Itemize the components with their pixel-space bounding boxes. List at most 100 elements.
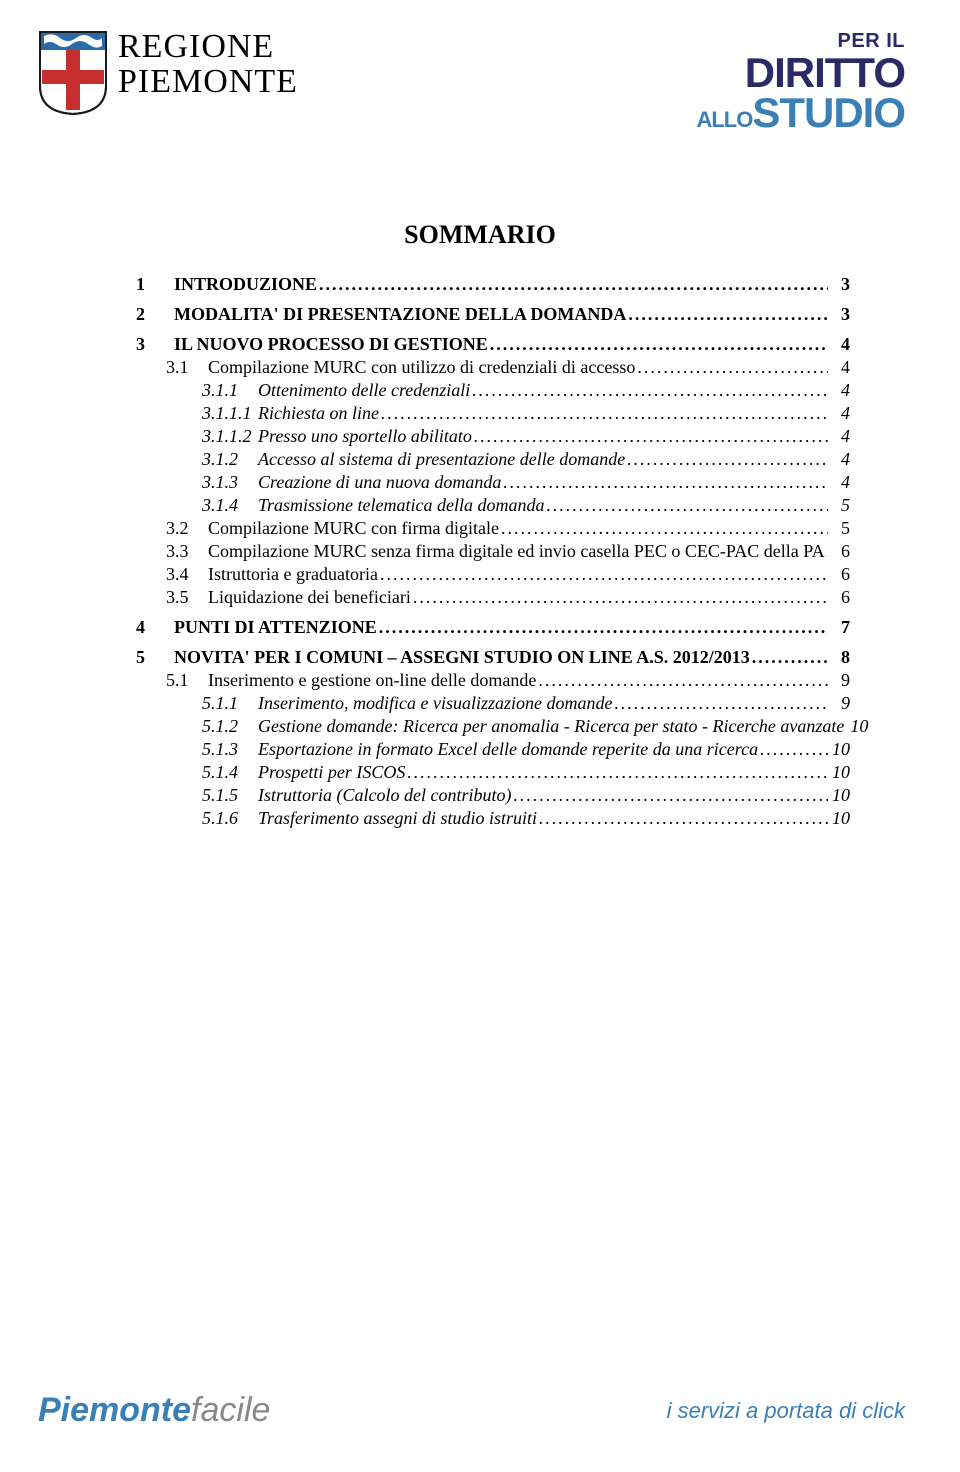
diritto-allo: ALLO <box>696 107 752 132</box>
toc-entry[interactable]: 5.1Inserimento e gestione on-line delle … <box>110 670 850 691</box>
footer-facile: facile <box>191 1391 270 1429</box>
toc-label: Inserimento, modifica e visualizzazione … <box>258 693 612 714</box>
toc-label: Inserimento e gestione on-line delle dom… <box>208 670 536 691</box>
toc-leader-dots <box>760 739 828 760</box>
toc-label: Compilazione MURC con firma digitale <box>208 518 499 539</box>
toc-page-number: 10 <box>848 716 868 737</box>
toc-page-number: 4 <box>830 426 850 447</box>
toc-number: 3.3 <box>166 541 208 562</box>
toc-page-number: 4 <box>830 472 850 493</box>
toc-label: Trasferimento assegni di studio istruiti <box>258 808 537 829</box>
toc-label: MODALITA' DI PRESENTAZIONE DELLA DOMANDA <box>174 304 626 325</box>
toc-entry[interactable]: 3.1.3Creazione di una nuova domanda4 <box>110 472 850 493</box>
toc-page-number: 10 <box>830 808 850 829</box>
toc-entry[interactable]: 3.1Compilazione MURC con utilizzo di cre… <box>110 357 850 378</box>
toc-entry[interactable]: 3.3Compilazione MURC senza firma digital… <box>110 541 850 562</box>
toc-label: Istruttoria (Calcolo del contributo) <box>258 785 512 806</box>
toc-leader-dots <box>501 518 828 539</box>
toc-number: 5.1 <box>166 670 208 691</box>
toc-leader-dots <box>547 495 829 516</box>
toc-label: Presso uno sportello abilitato <box>258 426 472 447</box>
toc-entry[interactable]: 5.1.6Trasferimento assegni di studio ist… <box>110 808 850 829</box>
toc-number: 1 <box>136 274 174 295</box>
toc-page-number: 10 <box>830 762 850 783</box>
toc-leader-dots <box>627 449 828 470</box>
toc-page-number: 3 <box>830 304 850 325</box>
toc-entry[interactable]: 5.1.5Istruttoria (Calcolo del contributo… <box>110 785 850 806</box>
toc-number: 3.5 <box>166 587 208 608</box>
toc-page-number: 9 <box>830 670 850 691</box>
toc-number: 4 <box>136 617 174 638</box>
toc-label: PUNTI DI ATTENZIONE <box>174 617 377 638</box>
toc-leader-dots <box>827 541 828 562</box>
toc-entry[interactable]: 5NOVITA' PER I COMUNI – ASSEGNI STUDIO O… <box>110 647 850 668</box>
region-line1: REGIONE <box>118 30 298 64</box>
toc-leader-dots <box>637 357 828 378</box>
toc-entry[interactable]: 5.1.3Esportazione in formato Excel delle… <box>110 739 850 760</box>
toc-entry[interactable]: 3.1.1Ottenimento delle credenziali4 <box>110 380 850 401</box>
toc-label: Esportazione in formato Excel delle doma… <box>258 739 758 760</box>
toc-leader-dots <box>380 564 828 585</box>
toc-entry[interactable]: 3.1.4Trasmissione telematica della doman… <box>110 495 850 516</box>
toc-entry[interactable]: 3.1.1.2Presso uno sportello abilitato 4 <box>110 426 850 447</box>
toc-label: IL NUOVO PROCESSO DI GESTIONE <box>174 334 488 355</box>
toc-leader-dots <box>474 426 828 447</box>
toc-entry[interactable]: 3.1.1.1Richiesta on line 4 <box>110 403 850 424</box>
content-area: SOMMARIO 1INTRODUZIONE32MODALITA' DI PRE… <box>110 220 850 831</box>
toc-page-number: 5 <box>830 518 850 539</box>
toc-page-number: 4 <box>830 403 850 424</box>
toc-page-number: 8 <box>830 647 850 668</box>
toc-entry[interactable]: 4PUNTI DI ATTENZIONE 7 <box>110 617 850 638</box>
toc-label: Prospetti per ISCOS <box>258 762 405 783</box>
toc-number: 3.1.1.1 <box>202 403 258 424</box>
toc-entry[interactable]: 5.1.4Prospetti per ISCOS10 <box>110 762 850 783</box>
toc-number: 5.1.2 <box>202 716 258 737</box>
toc-page-number: 3 <box>830 274 850 295</box>
toc-number: 3.1 <box>166 357 208 378</box>
toc-entry[interactable]: 5.1.1Inserimento, modifica e visualizzaz… <box>110 693 850 714</box>
toc-number: 3.2 <box>166 518 208 539</box>
toc-page-number: 4 <box>830 334 850 355</box>
region-line2: PIEMONTE <box>118 64 298 100</box>
toc-leader-dots <box>490 334 828 355</box>
diritto-line3: ALLOSTUDIO <box>696 93 905 133</box>
toc-entry[interactable]: 3.5Liquidazione dei beneficiari6 <box>110 587 850 608</box>
toc-number: 5.1.6 <box>202 808 258 829</box>
toc-number: 2 <box>136 304 174 325</box>
toc-label: Ottenimento delle credenziali <box>258 380 470 401</box>
diritto-line2: DIRITTO <box>696 53 905 93</box>
toc-entry[interactable]: 3.4Istruttoria e graduatoria6 <box>110 564 850 585</box>
toc-entry[interactable]: 3IL NUOVO PROCESSO DI GESTIONE4 <box>110 334 850 355</box>
toc-page-number: 6 <box>830 587 850 608</box>
toc-label: Richiesta on line <box>258 403 379 424</box>
toc-number: 5.1.5 <box>202 785 258 806</box>
diritto-studio-word: STUDIO <box>752 89 905 136</box>
toc-leader-dots <box>503 472 828 493</box>
toc-leader-dots <box>407 762 828 783</box>
shield-icon <box>38 30 108 116</box>
toc-label: INTRODUZIONE <box>174 274 317 295</box>
toc-leader-dots <box>472 380 828 401</box>
toc-label: Compilazione MURC con utilizzo di creden… <box>208 357 635 378</box>
toc-page-number: 4 <box>830 380 850 401</box>
toc-page-number: 10 <box>830 739 850 760</box>
toc-entry[interactable]: 1INTRODUZIONE 3 <box>110 274 850 295</box>
page-title: SOMMARIO <box>110 220 850 250</box>
toc-leader-dots <box>381 403 828 424</box>
toc-entry[interactable]: 3.1.2Accesso al sistema di presentazione… <box>110 449 850 470</box>
toc-number: 3.1.1.2 <box>202 426 258 447</box>
toc-page-number: 7 <box>830 617 850 638</box>
toc-entry[interactable]: 2MODALITA' DI PRESENTAZIONE DELLA DOMAND… <box>110 304 850 325</box>
toc-number: 5.1.1 <box>202 693 258 714</box>
toc-number: 3.1.3 <box>202 472 258 493</box>
toc-entry[interactable]: 3.2Compilazione MURC con firma digitale 5 <box>110 518 850 539</box>
region-text: REGIONE PIEMONTE <box>118 30 298 100</box>
regione-piemonte-logo: REGIONE PIEMONTE <box>38 30 298 116</box>
toc-label: Trasmissione telematica della domanda <box>258 495 545 516</box>
toc-leader-dots <box>752 647 828 668</box>
toc-page-number: 4 <box>830 449 850 470</box>
toc-leader-dots <box>319 274 828 295</box>
toc-label: NOVITA' PER I COMUNI – ASSEGNI STUDIO ON… <box>174 647 750 668</box>
footer-piemonte: Piemonte <box>38 1391 191 1429</box>
toc-entry[interactable]: 5.1.2Gestione domande: Ricerca per anoma… <box>110 716 850 737</box>
